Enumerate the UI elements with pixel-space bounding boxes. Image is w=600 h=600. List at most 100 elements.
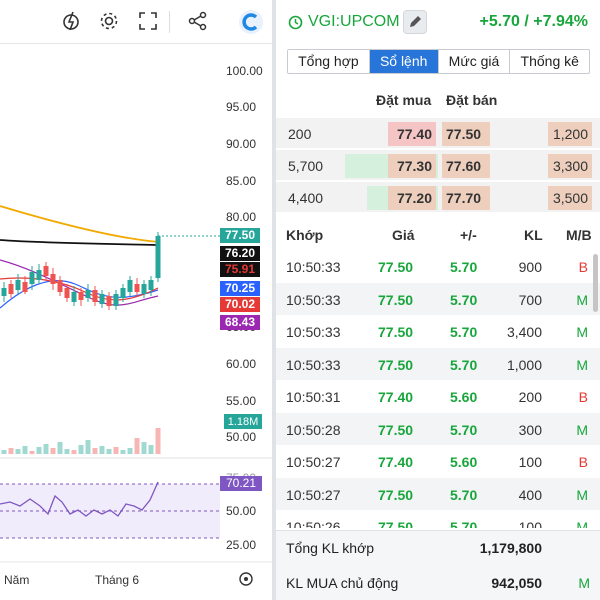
trade-change: 5.60: [450, 389, 478, 405]
volume-bar: [134, 438, 140, 454]
trade-volume: 900: [518, 259, 542, 275]
trade-side: B: [578, 454, 588, 470]
volume-bar: [92, 448, 98, 454]
fullscreen-icon[interactable]: [137, 10, 159, 32]
trade-change: 5.70: [450, 291, 478, 308]
price-tick: 50.00: [226, 430, 256, 444]
volume-bars: [1, 428, 161, 454]
order-book-rows: 200 77.40 77.50 1,200 5,700 77.30 77.60 3,300 4,…: [276, 118, 600, 214]
trade-change: 5.70: [450, 356, 478, 373]
trades-header-change: +/-: [460, 227, 477, 243]
trade-change: 5.70: [450, 259, 478, 275]
trades-header-volume: KL: [524, 227, 543, 243]
volume-bar: [85, 440, 91, 454]
ask-volume: 1,200: [552, 126, 588, 142]
bid-price-bg: [388, 154, 436, 178]
trades-header: Khớp Giá +/- KL M/B: [276, 222, 600, 248]
ask-price[interactable]: 77.60: [446, 158, 482, 174]
trade-row[interactable]: 10:50:33 77.50 5.70 900 B: [276, 250, 600, 283]
pane-divider[interactable]: [272, 0, 276, 600]
price-chart[interactable]: 100.0095.0090.0085.0080.0065.0060.0055.0…: [0, 44, 272, 600]
trade-row[interactable]: 10:50:31 77.40 5.60 200 B: [276, 380, 600, 413]
trades-header-side: M/B: [566, 227, 592, 243]
trade-row[interactable]: 10:50:33 77.50 5.70 1,000 M: [276, 347, 600, 380]
price-tag-label: 75.91: [225, 262, 255, 276]
trade-change: 5.70: [450, 324, 478, 340]
trade-volume: 100: [518, 519, 542, 528]
candles: [1, 232, 161, 310]
edit-button[interactable]: [403, 10, 427, 34]
candle-body: [15, 280, 21, 290]
gear-icon[interactable]: [98, 10, 120, 32]
order-book-pane: VGI:UPCOM +5.70 / +7.94% Tổng hợp Sổ lện…: [276, 0, 600, 600]
rsi-tag: 70.21: [220, 476, 262, 491]
rsi-line: [0, 481, 159, 517]
summary-buy-label: KL MUA chủ động: [286, 575, 399, 591]
bid-price[interactable]: 77.40: [396, 126, 432, 142]
tab-summary[interactable]: Tổng hợp: [288, 50, 370, 73]
trades-list[interactable]: 10:50:33 77.50 5.70 900 B 10:50:33 77.50 5.70 70…: [276, 250, 600, 528]
order-book-row[interactable]: 200 77.40 77.50 1,200: [276, 118, 600, 150]
trade-time: 10:50:27: [286, 486, 341, 503]
volume-bar: [71, 450, 77, 454]
candle-body: [99, 294, 105, 304]
bid-price[interactable]: 77.30: [396, 158, 432, 174]
price-tick: 55.00: [226, 394, 256, 408]
trade-change: 5.70: [450, 421, 478, 438]
summary-total-value: 1,179,800: [479, 540, 542, 556]
trade-volume: 200: [518, 389, 542, 405]
ask-price-bg: [442, 186, 490, 210]
volume-bar: [57, 442, 63, 454]
volume-bar: [78, 445, 84, 454]
tab-order-book[interactable]: Sổ lệnh: [369, 50, 439, 73]
candle-body: [43, 266, 49, 276]
candle-body: [22, 282, 28, 292]
trade-side: M: [576, 324, 588, 340]
price-tag-bg: [220, 246, 260, 261]
trade-row[interactable]: 10:50:27 77.50 5.70 400 M: [276, 477, 600, 510]
trade-summary: Tổng KL khớp 1,179,800 KL MUA chủ động 9…: [276, 530, 600, 600]
bid-price[interactable]: 77.20: [396, 190, 432, 206]
order-book-row[interactable]: 5,700 77.30 77.60 3,300: [276, 150, 600, 182]
trade-price: 77.50: [378, 324, 414, 340]
tab-statistics[interactable]: Thống kê: [520, 53, 579, 69]
ask-price[interactable]: 77.50: [446, 126, 482, 142]
price-tag-bg: [220, 228, 260, 243]
tab-price-level[interactable]: Mức giá: [439, 50, 511, 73]
trade-side: M: [576, 291, 588, 308]
order-book-row[interactable]: 4,400 77.20 77.70 3,500: [276, 182, 600, 214]
price-tick: 90.00: [226, 137, 256, 151]
ask-price-bg: [442, 154, 490, 178]
candle-body: [134, 284, 140, 292]
bid-header: Đặt mua: [376, 92, 432, 108]
summary-total-label: Tổng KL khớp: [286, 540, 375, 556]
trade-row[interactable]: 10:50:26 77.50 5.70 100 M: [276, 510, 600, 528]
volume-bar: [106, 449, 112, 454]
axis-settings-icon[interactable]: [239, 572, 253, 586]
trade-change: 5.70: [450, 519, 478, 528]
indicator-icon[interactable]: [61, 10, 83, 32]
trades-scrollbar[interactable]: [593, 254, 598, 312]
candle-body: [127, 280, 133, 292]
trade-time: 10:50:33: [286, 324, 341, 340]
trade-volume: 1,000: [506, 356, 542, 373]
trade-row[interactable]: 10:50:27 77.40 5.60 100 B: [276, 445, 600, 478]
trade-row[interactable]: 10:50:33 77.50 5.70 700 M: [276, 282, 600, 315]
price-tag-bg: [220, 315, 260, 330]
symbol-header: VGI:UPCOM +5.70 / +7.94%: [276, 0, 600, 44]
volume-bar: [64, 449, 70, 454]
trade-row[interactable]: 10:50:28 77.50 5.70 300 M: [276, 412, 600, 445]
volume-bar: [120, 450, 126, 454]
price-tick: 60.00: [226, 357, 256, 371]
trade-time: 10:50:31: [286, 389, 341, 405]
price-change: +5.70 / +7.94%: [479, 13, 588, 30]
volume-bar: [29, 451, 35, 454]
ask-price[interactable]: 77.70: [446, 190, 482, 206]
price-tag-label: 77.50: [225, 228, 255, 242]
volume-bar: [141, 442, 147, 454]
price-tag-label: 68.43: [225, 315, 255, 329]
chart-pane[interactable]: 100.0095.0090.0085.0080.0065.0060.0055.0…: [0, 0, 272, 600]
share-icon[interactable]: [187, 10, 209, 32]
trade-row[interactable]: 10:50:33 77.50 5.70 3,400 M: [276, 315, 600, 348]
ask-vol-bg: [548, 186, 592, 210]
